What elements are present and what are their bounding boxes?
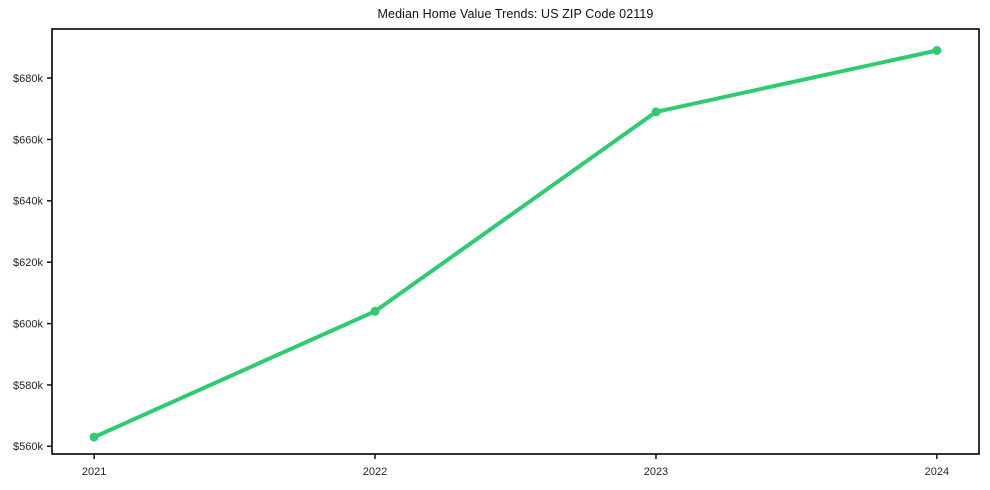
- x-tick-label: 2022: [363, 466, 387, 478]
- data-point-2021: [89, 432, 99, 442]
- data-point-2022: [370, 306, 380, 316]
- plot-area-border: [51, 28, 980, 455]
- x-tick-label: 2023: [644, 466, 668, 478]
- data-point-2023: [651, 107, 661, 117]
- trend-line: [92, 48, 939, 440]
- x-tick-label: 2024: [925, 466, 949, 478]
- data-point-2024: [932, 46, 942, 55]
- y-tick-label: $620k: [13, 257, 43, 269]
- y-tick-label: $580k: [13, 380, 43, 392]
- y-tick-label: $660k: [13, 134, 43, 146]
- y-tick-label: $680k: [13, 73, 43, 85]
- chart-title: Median Home Value Trends: US ZIP Code 02…: [377, 7, 654, 21]
- y-tick-label: $600k: [13, 318, 43, 330]
- x-tick-label: 2021: [82, 466, 106, 478]
- y-tick-label: $560k: [13, 441, 43, 453]
- y-tick-label: $640k: [13, 196, 43, 208]
